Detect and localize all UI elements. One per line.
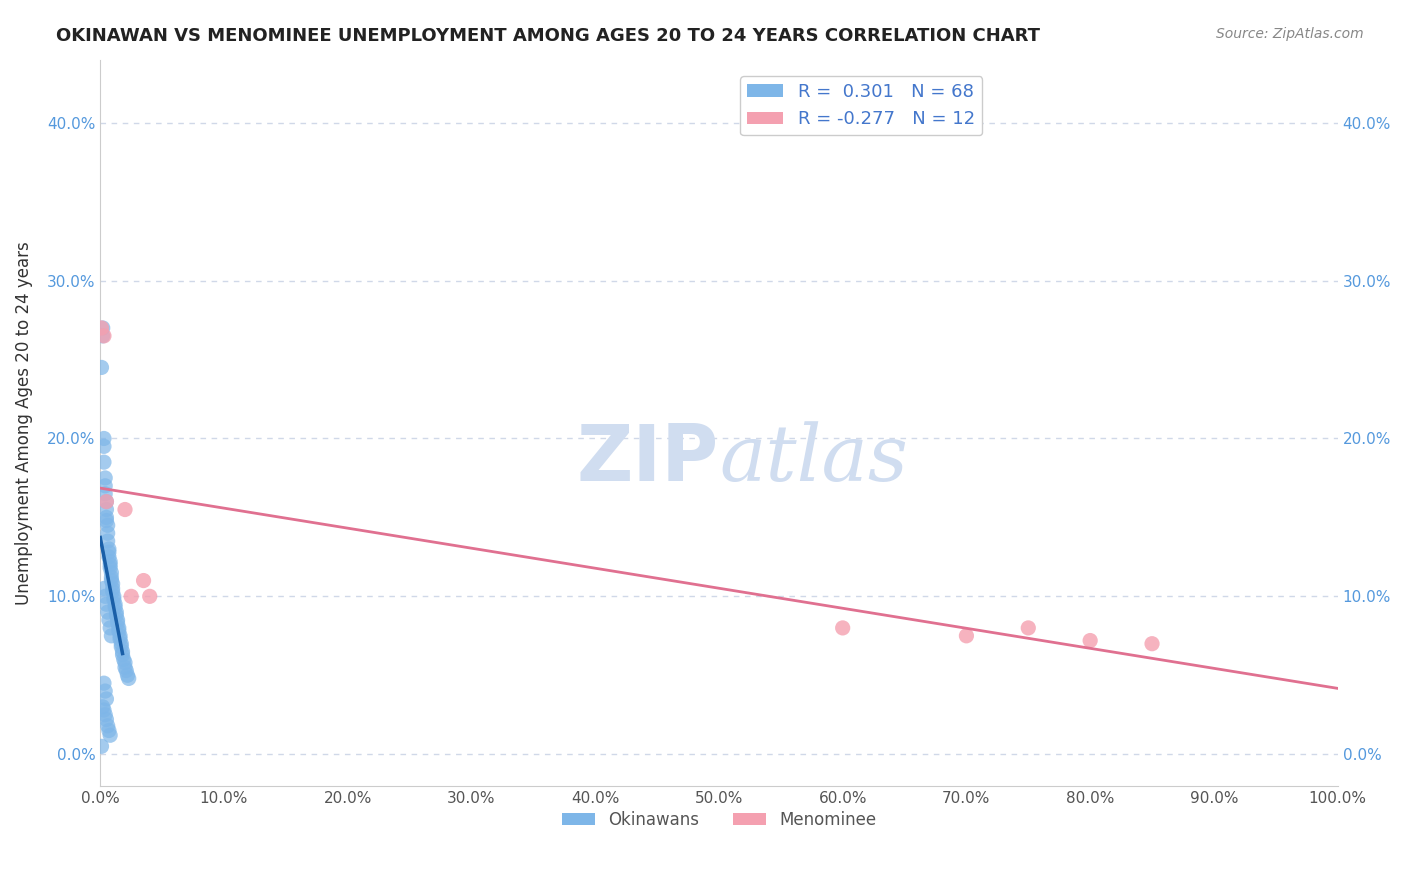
Point [1078, 633, 1101, 648]
Text: atlas: atlas [718, 421, 908, 497]
Point [111, 648, 134, 662]
Point [97, 518, 120, 533]
Point [94, 684, 117, 698]
Point [114, 656, 136, 670]
Point [100, 566, 122, 580]
Point [96, 713, 118, 727]
Point [98, 555, 121, 569]
Point [94, 479, 117, 493]
Point [1017, 621, 1039, 635]
Point [96, 494, 118, 508]
Point [114, 502, 136, 516]
Point [118, 672, 141, 686]
Point [97, 605, 120, 619]
Point [139, 590, 162, 604]
Point [103, 590, 125, 604]
Point [97, 526, 120, 541]
Point [120, 590, 142, 604]
Point [90, 739, 112, 754]
Point [955, 629, 977, 643]
Point [90, 321, 112, 335]
Text: Source: ZipAtlas.com: Source: ZipAtlas.com [1216, 27, 1364, 41]
Point [97, 613, 120, 627]
Point [104, 597, 127, 611]
Point [93, 329, 115, 343]
Point [93, 432, 115, 446]
Point [114, 660, 136, 674]
Point [98, 728, 121, 742]
Point [103, 592, 125, 607]
Point [101, 576, 124, 591]
Legend: Okinawans, Menominee: Okinawans, Menominee [555, 805, 883, 836]
Point [1140, 637, 1163, 651]
Point [93, 582, 115, 596]
Point [117, 668, 139, 682]
Point [94, 707, 117, 722]
Text: ZIP: ZIP [576, 421, 718, 497]
Point [108, 632, 131, 646]
Point [107, 616, 129, 631]
Point [105, 608, 128, 623]
Y-axis label: Unemployment Among Ages 20 to 24 years: Unemployment Among Ages 20 to 24 years [15, 241, 32, 605]
Point [96, 494, 118, 508]
Point [111, 644, 134, 658]
Point [97, 541, 120, 556]
Point [101, 584, 124, 599]
Point [98, 561, 121, 575]
Point [97, 723, 120, 738]
Point [107, 613, 129, 627]
Point [97, 719, 120, 733]
Point [94, 487, 117, 501]
Point [100, 574, 122, 588]
Point [110, 640, 132, 654]
Text: OKINAWAN VS MENOMINEE UNEMPLOYMENT AMONG AGES 20 TO 24 YEARS CORRELATION CHART: OKINAWAN VS MENOMINEE UNEMPLOYMENT AMONG… [56, 27, 1040, 45]
Point [104, 600, 127, 615]
Point [93, 703, 115, 717]
Point [112, 652, 135, 666]
Point [97, 549, 120, 564]
Point [132, 574, 155, 588]
Point [101, 582, 124, 596]
Point [91, 699, 114, 714]
Point [96, 597, 118, 611]
Point [108, 624, 131, 638]
Point [94, 471, 117, 485]
Point [93, 455, 115, 469]
Point [97, 534, 120, 549]
Point [91, 329, 114, 343]
Point [93, 676, 115, 690]
Point [105, 605, 128, 619]
Point [98, 558, 121, 572]
Point [96, 502, 118, 516]
Point [93, 439, 115, 453]
Point [108, 621, 131, 635]
Point [96, 510, 118, 524]
Point [96, 692, 118, 706]
Point [94, 590, 117, 604]
Point [110, 637, 132, 651]
Point [96, 514, 118, 528]
Point [831, 621, 853, 635]
Point [100, 629, 122, 643]
Point [108, 629, 131, 643]
Point [115, 664, 138, 678]
Point [98, 621, 121, 635]
Point [100, 570, 122, 584]
Point [90, 360, 112, 375]
Point [91, 321, 114, 335]
Point [97, 545, 120, 559]
